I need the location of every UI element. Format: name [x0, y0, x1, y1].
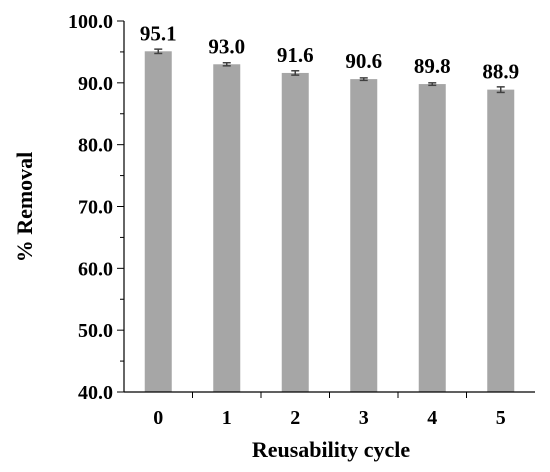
bar-3: [350, 79, 378, 392]
data-label-5: 88.9: [482, 60, 519, 84]
x-tick-label-2: 2: [290, 407, 300, 429]
error-bar-1: [222, 61, 231, 67]
data-label-0: 95.1: [140, 21, 177, 45]
error-bar-2: [291, 70, 300, 76]
x-tick-label-3: 3: [359, 407, 369, 429]
y-tick-label-70.0: 70.0: [78, 197, 113, 219]
x-tick-label-0: 0: [153, 407, 163, 429]
data-label-2: 91.6: [277, 43, 314, 67]
x-tick-label-1: 1: [222, 407, 232, 429]
x-axis-label: Reusability cycle: [252, 437, 410, 462]
data-labels-group: 95.1 93.0 91.6 90.6 89.8 88.9: [140, 21, 519, 83]
bar-2: [281, 72, 309, 392]
y-tick-label-50.0: 50.0: [78, 320, 113, 342]
error-bar-4: [428, 82, 437, 87]
x-tick-label-4: 4: [427, 407, 437, 429]
bar-1: [213, 64, 241, 393]
bars-group: [144, 51, 515, 393]
error-bar-0: [154, 48, 163, 55]
bar-4: [418, 84, 446, 392]
error-bar-3: [359, 77, 368, 82]
data-label-1: 93.0: [208, 34, 245, 58]
y-tick-label-60.0: 60.0: [78, 258, 113, 280]
bar-5: [487, 89, 515, 392]
data-label-3: 90.6: [345, 49, 382, 73]
y-tick-label-80.0: 80.0: [78, 135, 113, 157]
y-axis-label: % Removal: [12, 152, 37, 263]
axes-group: [117, 20, 535, 398]
y-tick-label-100.0: 100.0: [68, 11, 113, 33]
x-tick-label-5: 5: [496, 407, 506, 429]
error-bars-group: [154, 48, 505, 94]
y-tick-label-90.0: 90.0: [78, 73, 113, 95]
x-ticks-group: 0 1 2 3 4 5: [153, 407, 506, 429]
y-tick-label-40.0: 40.0: [78, 382, 113, 404]
data-label-4: 89.8: [414, 54, 451, 78]
bar-0: [144, 51, 172, 392]
y-ticks-group: 40.0 50.0 60.0 70.0 80.0 90.0 100.0: [68, 11, 113, 404]
error-bar-5: [496, 86, 505, 94]
